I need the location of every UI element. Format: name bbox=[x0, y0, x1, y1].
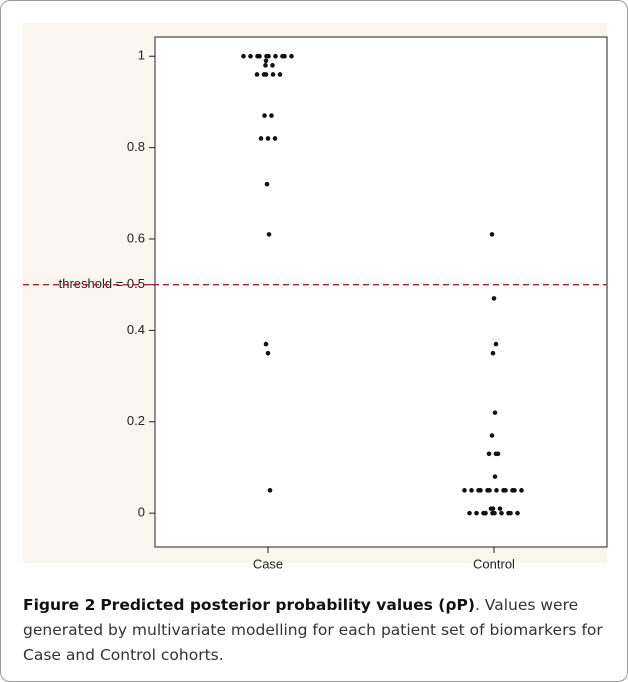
dot bbox=[265, 350, 271, 356]
dot bbox=[270, 63, 275, 68]
dot bbox=[512, 488, 517, 493]
dot bbox=[263, 58, 269, 64]
dot bbox=[265, 136, 271, 141]
dot bbox=[515, 510, 520, 516]
y-tick-label: 0.8 bbox=[127, 139, 145, 154]
dot bbox=[282, 53, 287, 59]
caption-label: Figure 2 bbox=[23, 596, 96, 614]
caption: Figure 2 Predicted posterior probability… bbox=[23, 593, 607, 668]
dot bbox=[277, 72, 283, 77]
dot bbox=[490, 350, 496, 356]
dot bbox=[258, 136, 264, 141]
y-tick-label: 0.2 bbox=[127, 413, 145, 428]
dot bbox=[263, 341, 269, 347]
dot bbox=[272, 136, 278, 141]
dot bbox=[499, 510, 504, 516]
dot bbox=[478, 488, 483, 493]
dot bbox=[254, 72, 260, 77]
dot bbox=[508, 510, 513, 516]
threshold-label: threshold = 0.5 bbox=[59, 276, 145, 291]
dot bbox=[462, 488, 467, 493]
dot bbox=[262, 113, 267, 118]
dot bbox=[487, 488, 492, 493]
dot bbox=[497, 506, 503, 511]
dot bbox=[492, 510, 497, 516]
dot bbox=[257, 53, 262, 59]
dot bbox=[492, 410, 498, 415]
dot bbox=[248, 53, 253, 59]
dot bbox=[486, 451, 492, 457]
dot bbox=[269, 113, 274, 118]
caption-text: . Values were generated by multivariate … bbox=[23, 596, 603, 664]
dot bbox=[264, 181, 270, 187]
dot bbox=[266, 232, 272, 237]
dot bbox=[289, 53, 294, 59]
dot bbox=[263, 72, 269, 77]
chart: 0 0.2 0.4 0.6 0.8 1 threshold = 0.5 Case Control bbox=[23, 36, 608, 571]
dot bbox=[489, 433, 495, 438]
dot bbox=[266, 53, 271, 59]
dot bbox=[267, 488, 273, 493]
dot bbox=[492, 474, 498, 479]
x-tick-label: Case bbox=[253, 556, 283, 571]
dot bbox=[474, 510, 479, 516]
dot bbox=[467, 510, 472, 516]
dot bbox=[495, 451, 501, 457]
plot-frame bbox=[154, 36, 608, 548]
dot bbox=[273, 53, 278, 59]
y-tick-label: 0.6 bbox=[127, 230, 145, 245]
dot bbox=[503, 488, 508, 493]
dot bbox=[519, 488, 524, 493]
dot bbox=[241, 53, 246, 59]
dot bbox=[270, 72, 276, 77]
dot bbox=[491, 296, 497, 301]
caption-title: Predicted posterior probability values (… bbox=[100, 596, 475, 614]
dot bbox=[469, 488, 474, 493]
dot bbox=[493, 341, 499, 347]
dot bbox=[490, 506, 496, 511]
x-tick-label: Control bbox=[473, 556, 515, 571]
dot bbox=[263, 63, 268, 68]
y-tick-label: 1 bbox=[138, 48, 145, 63]
y-tick-label: 0.4 bbox=[127, 322, 145, 337]
dot bbox=[489, 232, 495, 237]
y-tick-label: 0 bbox=[138, 505, 145, 520]
dot bbox=[483, 510, 488, 516]
dot bbox=[494, 488, 499, 493]
